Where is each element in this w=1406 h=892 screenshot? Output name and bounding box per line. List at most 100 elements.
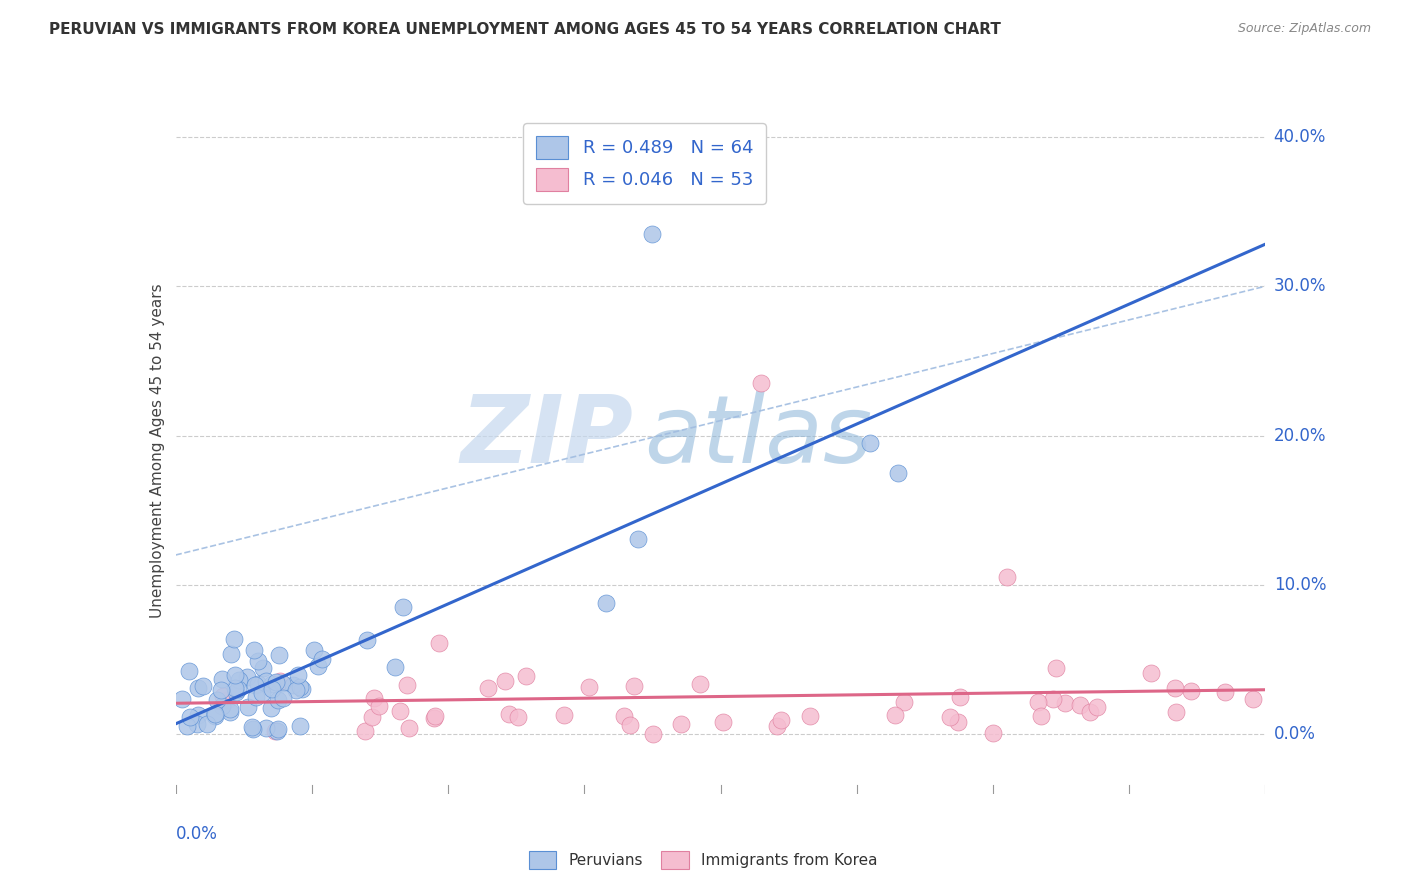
Point [225,685,247,699]
Point [363,690,385,705]
Point [1166,705,1188,719]
Point [224,668,246,682]
Point [981,725,1004,739]
Point [195,716,218,731]
Point [187,681,209,695]
Point [193,679,215,693]
Point [389,704,412,718]
Point [884,707,907,722]
Point [211,683,233,698]
Point [1085,700,1108,714]
Point [224,632,246,646]
Point [281,678,304,692]
Point [669,717,692,731]
Point [494,674,516,689]
Point [946,714,969,729]
Point [264,724,287,739]
Point [254,721,277,735]
Point [1164,681,1187,695]
Point [498,706,520,721]
Point [269,648,291,662]
Point [311,652,333,666]
Point [799,709,821,723]
Point [179,664,201,678]
Point [245,690,267,705]
Point [1031,709,1053,723]
Point [236,700,259,714]
Point [219,705,242,719]
Point [271,676,294,690]
Point [711,715,734,730]
Point [384,660,406,674]
Point [361,709,384,723]
Text: atlas: atlas [644,392,873,483]
Text: Source: ZipAtlas.com: Source: ZipAtlas.com [1237,22,1371,36]
Point [262,677,284,691]
Point [477,681,499,695]
Point [506,710,529,724]
Point [939,709,962,723]
Point [1053,697,1076,711]
Point [250,686,273,700]
Point [1140,666,1163,681]
Point [1213,685,1236,699]
Y-axis label: Unemployment Among Ages 45 to 54 years: Unemployment Among Ages 45 to 54 years [149,283,165,618]
Point [613,708,636,723]
Point [422,711,444,725]
Point [553,707,575,722]
Point [751,376,773,391]
Point [689,677,711,691]
Point [186,717,208,731]
Legend: R = 0.489   N = 64, R = 0.046   N = 53: R = 0.489 N = 64, R = 0.046 N = 53 [523,123,766,203]
Point [304,643,326,657]
Point [228,673,250,688]
Point [1069,698,1091,712]
Point [1026,695,1049,709]
Point [285,682,308,697]
Point [288,719,311,733]
Point [765,718,787,732]
Point [290,680,312,694]
Point [995,570,1018,584]
Point [356,632,378,647]
Point [266,674,288,689]
Point [217,693,239,707]
Point [354,724,377,739]
Point [425,709,447,723]
Point [242,722,264,736]
Point [219,647,242,661]
Text: ZIP: ZIP [461,391,633,483]
Point [290,682,312,697]
Point [247,654,270,668]
Text: 30.0%: 30.0% [1274,277,1326,295]
Point [769,713,792,727]
Point [176,719,198,733]
Point [1045,661,1067,675]
Point [1042,691,1064,706]
Point [641,727,664,741]
Point [240,720,263,734]
Point [595,596,617,610]
Point [242,643,264,657]
Point [271,691,294,706]
Point [427,636,450,650]
Point [515,669,537,683]
Point [211,689,233,703]
Text: 10.0%: 10.0% [1274,576,1326,594]
Legend: Peruvians, Immigrants from Korea: Peruvians, Immigrants from Korea [523,845,883,875]
Point [266,724,288,739]
Point [226,682,249,697]
Point [949,690,972,704]
Point [172,692,194,706]
Point [211,699,233,714]
Point [187,708,209,723]
Point [1180,683,1202,698]
Point [578,680,600,694]
Point [391,600,413,615]
Point [204,706,226,721]
Point [641,227,664,241]
Point [267,723,290,737]
Point [179,710,201,724]
Point [395,678,418,692]
Point [260,681,283,696]
